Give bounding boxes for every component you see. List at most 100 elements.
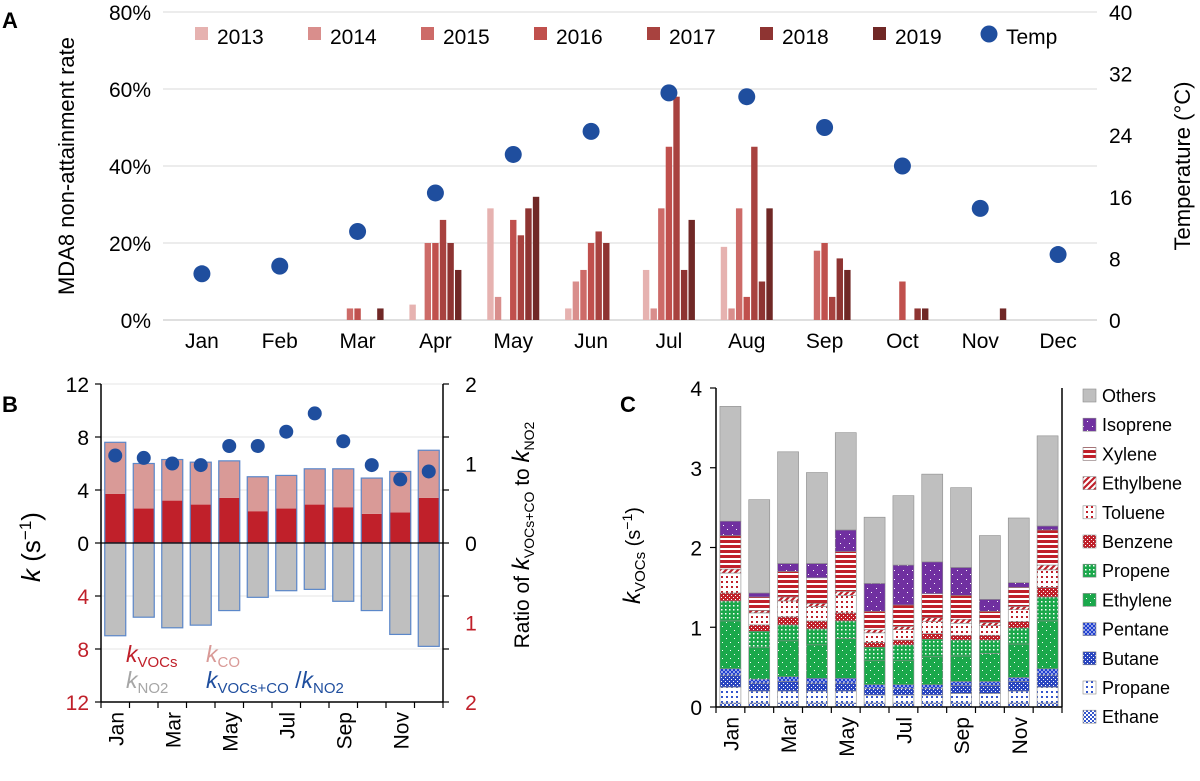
bar-propane bbox=[979, 693, 1001, 704]
x-tick-label: Aug bbox=[728, 330, 765, 353]
bar-2019 bbox=[766, 208, 773, 320]
bar-2013 bbox=[720, 246, 728, 320]
bar-ethylbene bbox=[921, 617, 944, 622]
bar-others bbox=[863, 516, 886, 584]
bar-ethylene bbox=[950, 655, 972, 682]
bar-benzene bbox=[921, 633, 944, 640]
bar-isoprene bbox=[921, 561, 944, 595]
legend-swatch-2018 bbox=[760, 27, 773, 40]
bar-propene bbox=[921, 638, 944, 658]
bar-k-no2 bbox=[303, 542, 326, 590]
bar-benzene bbox=[950, 634, 972, 641]
y2-tick-label: 16 bbox=[1109, 187, 1132, 210]
bar-ethylene bbox=[719, 620, 742, 670]
bar-butane bbox=[950, 685, 972, 694]
bar-propene bbox=[748, 630, 771, 648]
legend-k-no2: kNO2 bbox=[126, 667, 168, 697]
bar-2017 bbox=[751, 146, 758, 320]
bar-xylene bbox=[921, 593, 944, 618]
bar-isoprene bbox=[863, 583, 886, 612]
bar-2018 bbox=[680, 269, 688, 320]
bar-2018 bbox=[603, 243, 610, 320]
bar-2015 bbox=[580, 269, 587, 320]
bar-k-vocs bbox=[304, 504, 326, 543]
bar-2019 bbox=[688, 219, 695, 320]
y2-tick-label: 24 bbox=[1109, 125, 1133, 148]
bar-k-no2 bbox=[360, 542, 383, 612]
x-tick-label: Jun bbox=[574, 330, 608, 353]
bar-isoprene bbox=[979, 599, 1001, 612]
legend-label-2014: 2014 bbox=[330, 26, 377, 49]
legend-k-vocs: kVOCs bbox=[126, 641, 178, 671]
bar-2014 bbox=[728, 308, 735, 320]
bar-k-co bbox=[133, 463, 155, 509]
bar-propane bbox=[834, 690, 857, 704]
bar-ethylbene bbox=[979, 622, 1001, 626]
bar-k-vocs bbox=[247, 511, 269, 543]
temp-point bbox=[349, 222, 367, 240]
bar-ethylbene bbox=[892, 626, 915, 630]
bar-propane bbox=[950, 693, 972, 704]
ratio-point bbox=[136, 450, 151, 465]
x-tick-label: Jul bbox=[276, 712, 299, 739]
bar-2019 bbox=[999, 308, 1007, 320]
legend-swatch-benzene bbox=[1082, 534, 1097, 549]
temp-point bbox=[893, 157, 911, 175]
bar-2016 bbox=[665, 146, 673, 320]
bar-isoprene bbox=[892, 564, 915, 606]
legend-swatch-2015 bbox=[421, 27, 434, 40]
bar-k-no2 bbox=[132, 542, 155, 618]
ratio-point bbox=[165, 456, 180, 471]
y-axis-label: k (s−1) bbox=[16, 512, 46, 582]
ratio-point bbox=[336, 434, 351, 449]
y-tick-label: 0 bbox=[690, 697, 702, 720]
bar-xylene bbox=[719, 535, 742, 570]
bar-propane bbox=[719, 686, 742, 704]
y-tick-label: 0 bbox=[77, 533, 89, 556]
y-tick-label-negative: 12 bbox=[66, 692, 89, 715]
bar-toluene bbox=[834, 595, 857, 614]
bar-ethylbene bbox=[748, 610, 771, 614]
bar-propene bbox=[950, 639, 972, 657]
bar-pentane bbox=[892, 684, 915, 689]
bar-butane bbox=[834, 682, 857, 692]
y2-tick-label: 8 bbox=[1109, 248, 1121, 271]
bar-k-co bbox=[361, 478, 383, 514]
bar-propene bbox=[1036, 596, 1059, 622]
bar-2014 bbox=[572, 281, 580, 320]
bar-2018 bbox=[914, 308, 921, 320]
bar-ethylbene bbox=[1007, 606, 1030, 611]
bar-2017 bbox=[673, 96, 680, 320]
bar-isoprene bbox=[1036, 525, 1059, 531]
y2-tick-label: 1 bbox=[465, 454, 477, 477]
bar-xylene bbox=[834, 551, 857, 592]
bar-k-no2 bbox=[417, 542, 440, 647]
bar-xylene bbox=[863, 610, 886, 630]
panel-a: A 0% 20% 40% 60% 80% 0 8 16 24 32 40 MDA8 non-attain… bbox=[2, 2, 1195, 353]
bar-k-vocs bbox=[389, 512, 411, 543]
y-tick-label: 4 bbox=[77, 480, 89, 503]
temp-point bbox=[660, 84, 678, 102]
bar-k-vocs bbox=[361, 513, 383, 543]
y2-tick-label: 40 bbox=[1109, 2, 1132, 25]
x-tick-label: Jul bbox=[655, 330, 682, 353]
bar-toluene bbox=[806, 606, 828, 622]
bar-k-co bbox=[190, 462, 212, 505]
x-tick-label: Mar bbox=[162, 712, 185, 748]
bar-others bbox=[806, 472, 828, 564]
temp-point bbox=[738, 88, 756, 106]
x-tick-label: Jan bbox=[720, 717, 743, 751]
legend-swatch-xylene bbox=[1082, 447, 1097, 461]
bar-benzene bbox=[777, 616, 799, 626]
bar-2016 bbox=[587, 243, 595, 320]
ratio-point bbox=[222, 439, 237, 454]
temp-point bbox=[504, 145, 522, 163]
bar-propane bbox=[777, 690, 799, 704]
x-tick-label: Dec bbox=[1039, 330, 1076, 353]
bar-ethylene bbox=[863, 660, 886, 685]
bar-k-vocs bbox=[133, 508, 155, 543]
legend-ratio: kVOCs+CO /kNO2 bbox=[206, 667, 344, 697]
